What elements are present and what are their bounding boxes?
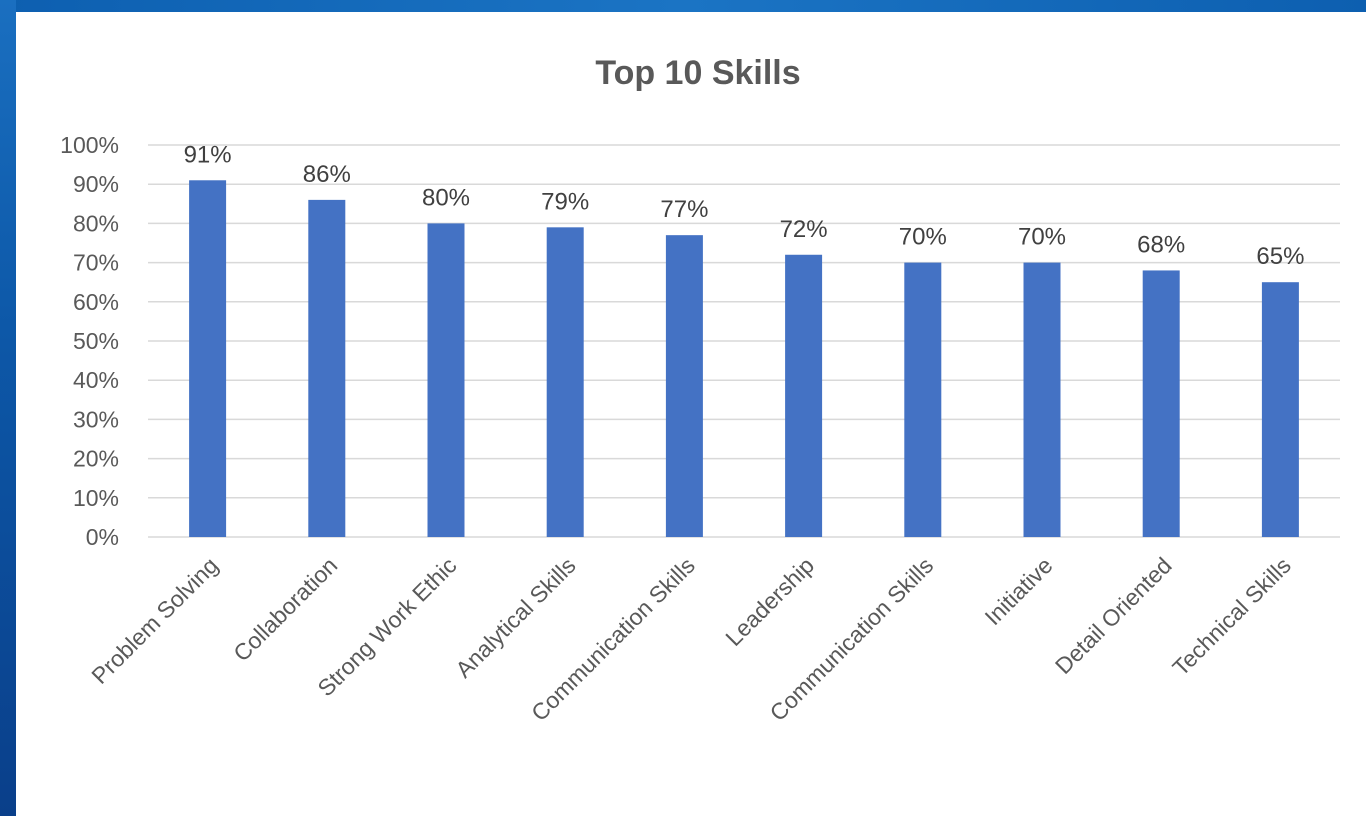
y-tick-label: 80%	[73, 210, 119, 236]
category-label: Collaboration	[228, 552, 342, 666]
chart-card: Top 10 Skills 0% 10% 20% 30% 40% 50% 60% 70% 80%…	[16, 12, 1366, 816]
grid-lines	[148, 144, 1340, 538]
data-labels: 91% 86% 80% 79% 77% 72% 70% 70% 68% 65%	[184, 141, 1305, 270]
bar	[189, 180, 227, 537]
slide-top-edge	[0, 0, 1366, 12]
category-label: Problem Solving	[86, 552, 223, 689]
bar-chart: Top 10 Skills 0% 10% 20% 30% 40% 50% 60% 70% 80%…	[60, 54, 1340, 726]
data-label: 91%	[184, 141, 232, 168]
y-tick-label: 100%	[60, 132, 119, 158]
category-label: Leadership	[720, 552, 819, 651]
y-tick-label: 0%	[86, 524, 119, 550]
bar	[665, 235, 703, 537]
y-tick-label: 60%	[73, 289, 119, 315]
chart-title: Top 10 Skills	[595, 54, 800, 92]
y-tick-label: 10%	[73, 485, 119, 511]
bar	[308, 199, 346, 537]
bar	[546, 227, 584, 537]
bar	[1142, 270, 1180, 537]
bars	[189, 180, 1299, 537]
y-tick-label: 70%	[73, 250, 119, 276]
data-label: 77%	[660, 196, 708, 223]
data-label: 70%	[1018, 224, 1066, 251]
data-label: 68%	[1137, 231, 1185, 258]
data-label: 72%	[780, 216, 828, 243]
data-label: 65%	[1256, 243, 1304, 270]
data-label: 70%	[899, 224, 947, 251]
y-tick-label: 30%	[73, 406, 119, 432]
slide-left-edge	[0, 0, 16, 816]
category-label: Technical Skills	[1167, 552, 1296, 681]
y-tick-label: 40%	[73, 367, 119, 393]
data-label: 86%	[303, 161, 351, 188]
bar	[785, 254, 823, 537]
y-axis-ticks: 0% 10% 20% 30% 40% 50% 60% 70% 80% 90% 100%	[60, 132, 119, 550]
bar	[904, 262, 942, 537]
bar	[427, 223, 465, 537]
data-label: 79%	[541, 188, 589, 215]
bar	[1261, 282, 1299, 537]
y-tick-label: 90%	[73, 171, 119, 197]
data-label: 80%	[422, 184, 470, 211]
y-tick-label: 50%	[73, 328, 119, 354]
bar	[1023, 262, 1061, 537]
category-label: Analytical Skills	[450, 552, 580, 682]
y-tick-label: 20%	[73, 446, 119, 472]
category-label: Detail Oriented	[1050, 552, 1177, 679]
category-label: Initiative	[979, 552, 1057, 630]
